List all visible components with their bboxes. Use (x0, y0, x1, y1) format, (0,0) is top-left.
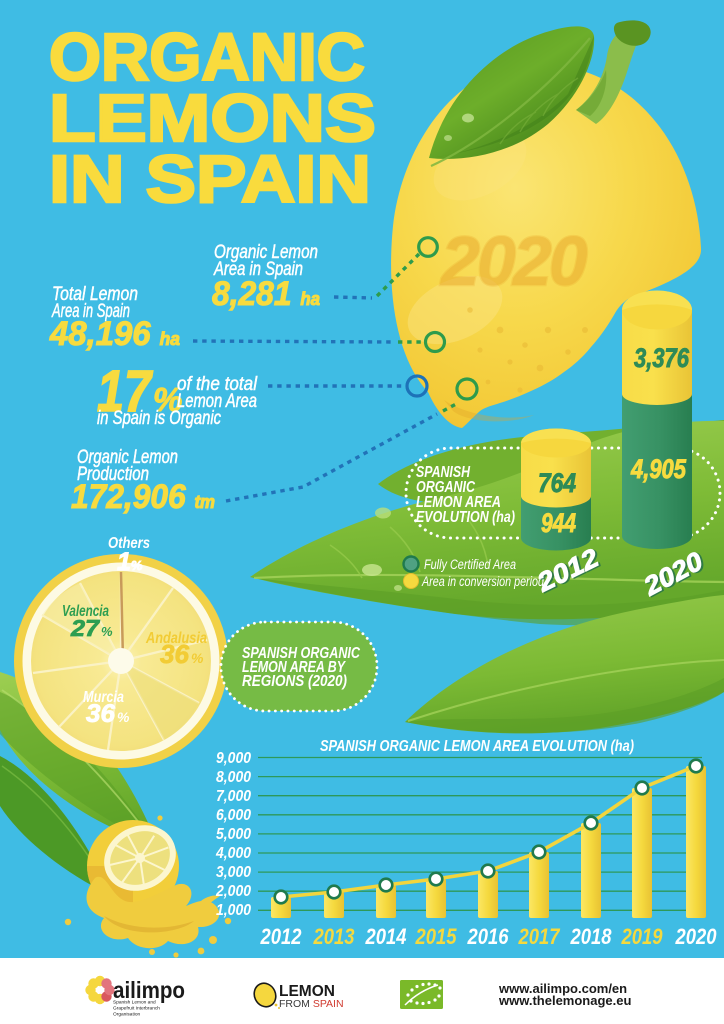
svg-text:LEMON AREA BY: LEMON AREA BY (242, 659, 346, 676)
svg-text:in Spain is Organic: in Spain is Organic (97, 408, 221, 429)
svg-text:2,000: 2,000 (215, 883, 251, 900)
svg-text:6,000: 6,000 (216, 807, 251, 824)
svg-text:Production: Production (77, 464, 149, 485)
svg-text:FROM SPAIN: FROM SPAIN (279, 998, 344, 1010)
svg-text:SPANISH ORGANIC LEMON AREA EVO: SPANISH ORGANIC LEMON AREA EVOLUTION (ha… (320, 738, 634, 755)
svg-text:27: 27 (70, 615, 100, 641)
svg-text:%: % (101, 624, 113, 639)
svg-text:Area in Spain: Area in Spain (51, 301, 130, 322)
svg-text:3,000: 3,000 (216, 864, 251, 881)
svg-text:Murcia: Murcia (83, 689, 124, 706)
svg-text:Fully Certified Area: Fully Certified Area (424, 557, 516, 572)
svg-text:Organic Lemon: Organic Lemon (214, 242, 318, 263)
svg-text:Others: Others (108, 535, 150, 552)
svg-text:9,000: 9,000 (216, 750, 251, 767)
svg-text:ORGANIC: ORGANIC (49, 20, 365, 95)
svg-text:8,281 ha: 8,281 ha (212, 275, 320, 313)
svg-text:LEMONS: LEMONS (49, 81, 376, 156)
svg-text:Lemon Area: Lemon Area (177, 391, 257, 412)
svg-text:ailimpo: ailimpo (113, 977, 185, 1003)
svg-text:www.thelemonage.eu: www.thelemonage.eu (498, 993, 631, 1008)
svg-text:LEMON: LEMON (279, 983, 335, 1000)
svg-text:2020: 2020 (675, 924, 717, 949)
svg-text:944: 944 (541, 508, 576, 538)
svg-text:2015: 2015 (415, 924, 457, 949)
svg-text:%: % (153, 381, 182, 418)
svg-text:Total Lemon: Total Lemon (52, 284, 138, 305)
svg-text:2013: 2013 (313, 924, 355, 949)
svg-text:2014: 2014 (365, 924, 407, 949)
svg-text:Organic Lemon: Organic Lemon (77, 447, 178, 468)
svg-text:7,000: 7,000 (216, 788, 251, 805)
svg-text:3,376: 3,376 (634, 343, 690, 373)
svg-text:SPANISH: SPANISH (416, 464, 470, 481)
svg-text:36: 36 (86, 700, 116, 728)
svg-text:1,000: 1,000 (216, 902, 251, 919)
svg-text:1%: 1% (117, 548, 143, 576)
svg-text:17: 17 (97, 359, 153, 424)
svg-text:48,196 ha: 48,196 ha (49, 315, 180, 353)
svg-text:2016: 2016 (467, 924, 509, 949)
svg-text:Spanish Lemon and: Spanish Lemon and (113, 1000, 156, 1006)
svg-text:5,000: 5,000 (216, 826, 251, 843)
svg-text:2019: 2019 (621, 924, 663, 949)
svg-text:2018: 2018 (570, 924, 612, 949)
svg-text:%: % (117, 709, 130, 725)
svg-text:Grapefruit Interbranch: Grapefruit Interbranch (113, 1006, 160, 1012)
svg-text:of the total: of the total (177, 374, 258, 395)
svg-text:2012: 2012 (260, 924, 302, 949)
svg-text:172,906 tm: 172,906 tm (71, 478, 215, 516)
svg-text:764: 764 (538, 468, 576, 498)
svg-text:%: % (191, 650, 204, 666)
svg-text:SPANISH ORGANIC: SPANISH ORGANIC (242, 645, 360, 662)
svg-text:4,905: 4,905 (630, 454, 687, 484)
svg-text:LEMON AREA: LEMON AREA (416, 494, 501, 511)
svg-text:www.ailimpo.com/en: www.ailimpo.com/en (498, 981, 627, 996)
svg-text:Area in conversion period: Area in conversion period (421, 574, 544, 589)
svg-text:Valencia: Valencia (62, 603, 109, 620)
svg-text:36: 36 (160, 639, 190, 669)
svg-text:8,000: 8,000 (216, 769, 251, 786)
svg-text:Area in Spain: Area in Spain (213, 259, 303, 280)
svg-text:2020: 2020 (439, 222, 588, 300)
svg-text:2017: 2017 (518, 924, 561, 949)
svg-text:EVOLUTION (ha): EVOLUTION (ha) (416, 509, 515, 526)
svg-text:ORGANIC: ORGANIC (416, 479, 475, 496)
svg-text:Organisation: Organisation (113, 1012, 141, 1018)
svg-text:REGIONS (2020): REGIONS (2020) (242, 673, 347, 690)
svg-text:Andalusia: Andalusia (145, 630, 207, 647)
svg-text:IN SPAIN: IN SPAIN (49, 142, 371, 217)
svg-text:4,000: 4,000 (215, 845, 251, 862)
